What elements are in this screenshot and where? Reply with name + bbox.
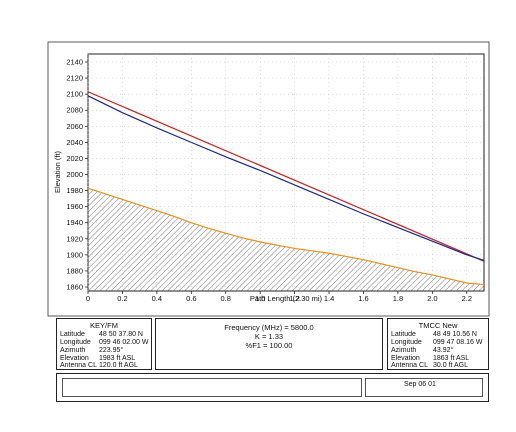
footer-panel: Sep 06 01	[56, 373, 489, 402]
azimuth-label: Azimuth	[60, 347, 86, 354]
y-tick-label: 2020	[66, 154, 83, 163]
antenna-value: 30.0 ft AGL	[433, 362, 469, 369]
elevation-value: 1863 ft ASL	[433, 355, 470, 362]
elevation-label: Elevation	[60, 355, 89, 362]
antenna-label: Antenna CL	[60, 362, 97, 369]
outer-frame	[47, 41, 490, 317]
latitude-label: Latitude	[60, 331, 85, 338]
longitude-label: Longitude	[391, 339, 422, 346]
latitude-value: 48 49 10.56 N	[433, 331, 477, 338]
y-tick-label: 2100	[66, 90, 83, 99]
terrain-fill	[88, 188, 484, 291]
y-tick-label: 2120	[66, 74, 83, 83]
y-tick-label: 1980	[66, 186, 83, 195]
x-tick-label: 1.8	[393, 294, 403, 303]
left-site-name: KEY/FM	[90, 321, 118, 330]
earth-curve-line	[87, 95, 485, 262]
frequency-text: Frequency (MHz) = 5800.0	[224, 323, 314, 332]
longitude-label: Longitude	[60, 339, 91, 346]
latitude-value: 48 50 37.80 N	[99, 331, 143, 338]
y-tick-label: 2000	[66, 170, 83, 179]
x-tick-label: 2.2	[462, 294, 472, 303]
x-tick-label: 0.8	[221, 294, 231, 303]
x-tick-label: 0.6	[186, 294, 196, 303]
y-tick-label: 2140	[66, 58, 83, 67]
y-tick-label: 2040	[66, 138, 83, 147]
elevation-label: Elevation	[391, 355, 420, 362]
x-axis-label: Path Length (2.30 mi)	[250, 294, 323, 303]
date-box: Sep 06 01	[365, 378, 483, 397]
azimuth-label: Azimuth	[391, 347, 417, 354]
date-text: Sep 06 01	[404, 381, 436, 388]
y-axis-label: Elevation (ft)	[53, 150, 62, 193]
azimuth-value: 223.95°	[99, 347, 124, 354]
y-tick-label: 1880	[66, 266, 83, 275]
x-tick-label: 0.4	[152, 294, 162, 303]
x-tick-label: 1.4	[324, 294, 334, 303]
k-factor-text: K = 1.33	[254, 332, 284, 341]
frequency-panel: Frequency (MHz) = 5800.0 K = 1.33 %F1 = …	[155, 318, 383, 370]
latitude-label: Latitude	[391, 331, 416, 338]
y-tick-label: 1920	[66, 234, 83, 243]
antenna-label: Antenna CL	[391, 362, 428, 369]
x-tick-label: 1.6	[358, 294, 368, 303]
x-axis-ticks: 0 0.2 0.4 0.6 0.8 1.0 1.2 1.4 1.6 1.8 2.0 2.2	[86, 291, 472, 303]
x-tick-label: 1.0	[255, 294, 265, 303]
x-tick-label: 1.2	[289, 294, 299, 303]
series-group	[87, 91, 485, 286]
longitude-value: 099 46 02.00 W	[99, 339, 149, 346]
x-tick-label: 0	[86, 294, 90, 303]
right-site-panel: TMCC New Latitude 48 49 10.56 N Longitude…	[387, 318, 489, 370]
y-tick-label: 2080	[66, 106, 83, 115]
elevation-value: 1983 ft ASL	[99, 355, 136, 362]
fresnel-text: %F1 = 100.00	[245, 341, 293, 350]
longitude-value: 099 47 08.16 W	[433, 339, 483, 346]
left-site-panel: KEY/FM Latitude 48 50 37.80 N Longitude 09…	[56, 318, 152, 370]
y-tick-label: 1900	[66, 250, 83, 259]
x-tick-label: 2.0	[427, 294, 437, 303]
antenna-value: 120.0 ft AGL	[99, 362, 138, 369]
azimuth-value: 43.92°	[433, 347, 454, 354]
y-tick-label: 2060	[66, 122, 83, 131]
y-tick-label: 1960	[66, 202, 83, 211]
x-tick-label: 0.2	[117, 294, 127, 303]
terrain-line	[87, 187, 485, 286]
y-tick-label: 1860	[66, 282, 83, 291]
footer-inner-box	[62, 378, 362, 397]
y-tick-label: 1940	[66, 218, 83, 227]
los-line	[87, 91, 485, 262]
y-axis-ticks: 1860 1880 1900 1920 1940 1960 1980 2000 2020 2040…	[66, 58, 88, 291]
right-site-name: TMCC New	[418, 321, 458, 330]
